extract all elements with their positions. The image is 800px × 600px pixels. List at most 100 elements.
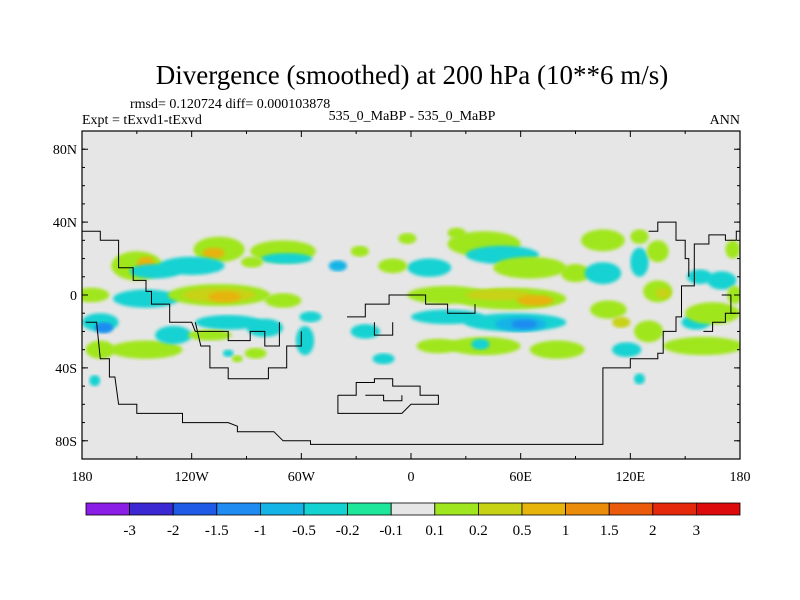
divergence-blob-58: [517, 295, 554, 306]
stats-text: rmsd= 0.120724 diff= 0.000103878: [130, 97, 330, 112]
colorbar-swatch-7: [390, 502, 436, 516]
divergence-blob-8: [241, 256, 263, 268]
colorbar-label-5: -0.2: [336, 523, 360, 539]
colorbar-label-6: -0.1: [379, 523, 403, 539]
case-label: 535_0_MaBP - 535_0_MaBP: [329, 109, 496, 124]
colorbar-label-8: 0.2: [469, 523, 488, 539]
divergence-blob-22: [155, 325, 192, 345]
x-tick-label-3: 0: [408, 470, 415, 485]
divergence-blob-31: [447, 227, 466, 239]
colorbar-label-2: -1.5: [205, 523, 229, 539]
colorbar-label-13: 3: [693, 523, 701, 539]
colorbar-swatch-6: [347, 502, 392, 516]
colorbar-label-11: 1.5: [600, 523, 619, 539]
colorbar-swatch-1: [129, 502, 174, 516]
divergence-blob-16: [299, 311, 322, 323]
divergence-blob-70: [222, 349, 234, 357]
divergence-blob-11: [113, 289, 179, 308]
divergence-field: [82, 227, 740, 387]
divergence-blob-34: [378, 258, 408, 274]
divergence-blob-39: [584, 262, 622, 285]
divergence-blob-71: [231, 355, 243, 363]
divergence-blob-9: [350, 245, 369, 257]
divergence-blob-32: [398, 233, 417, 244]
divergence-blob-38: [580, 229, 625, 252]
divergence-blob-33: [407, 258, 452, 277]
divergence-blob-47: [725, 240, 740, 259]
coastline-segment-3: [347, 294, 476, 318]
colorbar-swatch-3: [216, 502, 261, 516]
divergence-blob-52: [633, 320, 664, 343]
x-tick-label-4: 60E: [509, 470, 532, 485]
divergence-blob-29: [372, 353, 395, 365]
divergence-blob-19: [94, 322, 114, 334]
coastline-segment-6: [365, 394, 403, 402]
divergence-blob-25: [246, 318, 284, 337]
coastline-segment-4: [373, 322, 394, 336]
divergence-blob-67: [416, 338, 461, 354]
colorbar-label-1: -2: [167, 523, 180, 539]
divergence-blob-7: [261, 253, 313, 265]
colorbar-swatch-4: [259, 502, 305, 516]
divergence-blob-14: [208, 291, 242, 303]
divergence-blob-37: [560, 264, 591, 283]
divergence-blob-5: [158, 256, 225, 275]
chart-title: Divergence (smoothed) at 200 hPa (10**6 …: [156, 60, 668, 90]
divergence-blob-51: [663, 336, 740, 356]
divergence-blob-26: [295, 325, 315, 356]
divergence-blob-50: [685, 302, 740, 325]
divergence-blob-45: [686, 269, 713, 285]
x-tick-label-1: 120W: [175, 470, 210, 485]
colorbar-swatch-11: [565, 502, 610, 516]
divergence-blob-40: [630, 229, 649, 244]
colorbar-label-10: 1: [562, 523, 570, 539]
colorbar-swatch-9: [477, 502, 523, 516]
colorbar-swatch-10: [521, 502, 566, 516]
coastline-segment-5: [337, 378, 439, 414]
y-tick-label-2: 0: [70, 289, 77, 304]
divergence-blob-10: [82, 287, 110, 303]
axis-ticks: 180 120W 60W 0 60E 120E 180 80N 40N 0 40S 80S: [53, 131, 751, 485]
x-tick-label-5: 120E: [616, 470, 646, 485]
divergence-blob-4: [202, 247, 225, 259]
divergence-blob-42: [646, 240, 669, 263]
divergence-blob-59: [590, 300, 627, 319]
colorbar-label-0: -3: [123, 523, 136, 539]
x-tick-label-6: 180: [730, 470, 751, 485]
divergence-blob-36: [493, 256, 567, 279]
divergence-blob-57: [465, 289, 532, 301]
coastlines: [82, 221, 740, 445]
y-tick-label-3: 40S: [55, 362, 77, 377]
coastline-segment-2: [85, 230, 740, 445]
divergence-blob-41: [630, 247, 649, 277]
divergence-blob-20: [85, 340, 115, 359]
colorbar-swatch-0: [85, 502, 130, 516]
coastline-segment-7: [648, 221, 690, 277]
divergence-blob-21: [109, 340, 183, 359]
experiment-label: Expt = tExvd1-tExvd: [82, 113, 202, 128]
x-tick-label-0: 180: [72, 470, 93, 485]
divergence-blob-54: [633, 373, 645, 385]
colorbar-swatch-2: [172, 502, 218, 516]
colorbar-label-12: 2: [649, 523, 657, 539]
season-label: ANN: [710, 113, 740, 128]
colorbar-label-7: 0.1: [425, 523, 444, 539]
divergence-blob-69: [89, 375, 101, 387]
divergence-blob-60: [612, 316, 631, 328]
divergence-blob-17: [328, 260, 348, 272]
divergence-blob-44: [655, 287, 671, 299]
colorbar-swatch-13: [652, 502, 697, 516]
colorbar-swatch-8: [434, 502, 479, 516]
coastline-segment-9: [703, 312, 737, 332]
colorbar-label-9: 0.5: [513, 523, 532, 539]
colorbar: -3 -2 -1.5 -1 -0.5 -0.2 -0.1 0.1 0.2 0.5 1 1.5 2 3: [85, 502, 741, 539]
coastline-segment-0: [82, 230, 280, 347]
y-tick-label-0: 80N: [53, 143, 77, 158]
divergence-blob-53: [612, 342, 642, 357]
divergence-blob-65: [529, 340, 585, 359]
colorbar-label-4: -0.5: [292, 523, 316, 539]
y-tick-label-4: 80S: [55, 435, 77, 450]
y-tick-label-1: 40N: [53, 216, 77, 231]
divergence-blob-28: [350, 324, 380, 339]
